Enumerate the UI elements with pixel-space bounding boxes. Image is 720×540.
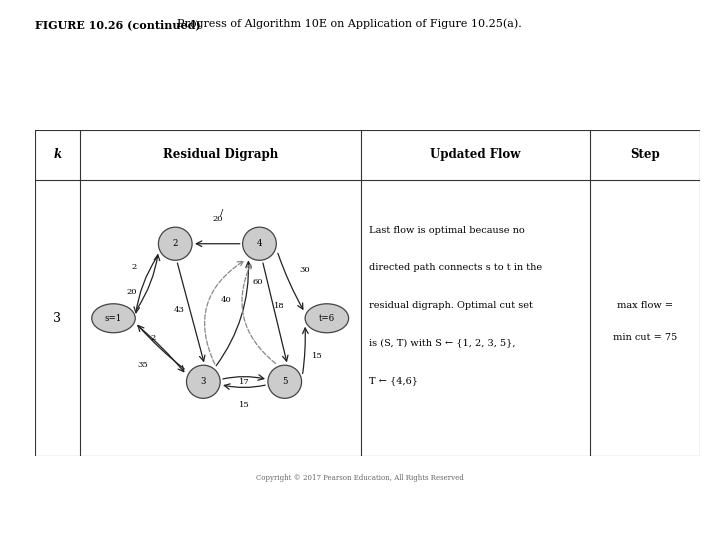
Text: k: k <box>53 148 61 161</box>
Text: Copyright © 2017 Pearson Education, All Rights Reserved: Copyright © 2017 Pearson Education, All … <box>256 474 464 482</box>
Text: 4: 4 <box>257 239 262 248</box>
Circle shape <box>158 227 192 260</box>
Text: 20: 20 <box>212 215 222 223</box>
Text: Ronald L. Rardin: Ronald L. Rardin <box>126 524 184 531</box>
Text: All Rights Reserved: All Rights Reserved <box>398 524 466 531</box>
Text: 43: 43 <box>174 306 185 314</box>
Text: 40: 40 <box>220 296 231 305</box>
Text: max flow =: max flow = <box>617 301 673 310</box>
Text: Copyright © 2017, 1998 by Pearson Education, Inc.: Copyright © 2017, 1998 by Pearson Educat… <box>341 507 523 513</box>
Text: Optimization in Operations Research, 2e: Optimization in Operations Research, 2e <box>126 507 269 513</box>
Text: t=6: t=6 <box>319 314 335 323</box>
Text: Updated Flow: Updated Flow <box>430 148 521 161</box>
Text: 3: 3 <box>53 312 61 325</box>
Text: 18: 18 <box>274 302 284 310</box>
Text: 15: 15 <box>238 401 249 409</box>
Text: Last flow is optimal because no: Last flow is optimal because no <box>369 226 524 234</box>
Text: 15: 15 <box>312 352 323 360</box>
Ellipse shape <box>91 304 135 333</box>
Text: 35: 35 <box>138 361 148 369</box>
Text: Residual Digraph: Residual Digraph <box>163 148 278 161</box>
Text: 17: 17 <box>238 378 249 386</box>
Text: min cut = 75: min cut = 75 <box>613 333 677 342</box>
Text: is (S, T) with S ← {1, 2, 3, 5},: is (S, T) with S ← {1, 2, 3, 5}, <box>369 338 515 347</box>
Text: 5: 5 <box>282 377 287 386</box>
Text: directed path connects s to t in the: directed path connects s to t in the <box>369 263 541 272</box>
Text: 2: 2 <box>132 263 138 271</box>
Text: T ← {4,6}: T ← {4,6} <box>369 376 418 385</box>
Text: PEARSON: PEARSON <box>601 509 695 526</box>
Text: 30: 30 <box>299 266 310 274</box>
Text: 3: 3 <box>201 377 206 386</box>
Text: s=1: s=1 <box>105 314 122 323</box>
Text: 60: 60 <box>253 279 264 286</box>
Circle shape <box>243 227 276 260</box>
Text: Step: Step <box>630 148 660 161</box>
Ellipse shape <box>305 304 348 333</box>
Text: 20: 20 <box>127 288 137 296</box>
Circle shape <box>268 365 302 399</box>
Text: FIGURE 10.26 (continued): FIGURE 10.26 (continued) <box>35 19 200 30</box>
Circle shape <box>186 365 220 399</box>
Text: residual digraph. Optimal cut set: residual digraph. Optimal cut set <box>369 301 532 310</box>
Text: Progress of Algorithm 10E on Application of Figure 10.25(a).: Progress of Algorithm 10E on Application… <box>170 19 522 30</box>
Text: ALWAYS LEARNING: ALWAYS LEARNING <box>18 514 107 522</box>
Text: /: / <box>220 209 223 218</box>
Text: 2: 2 <box>150 334 156 342</box>
Text: 2: 2 <box>173 239 178 248</box>
